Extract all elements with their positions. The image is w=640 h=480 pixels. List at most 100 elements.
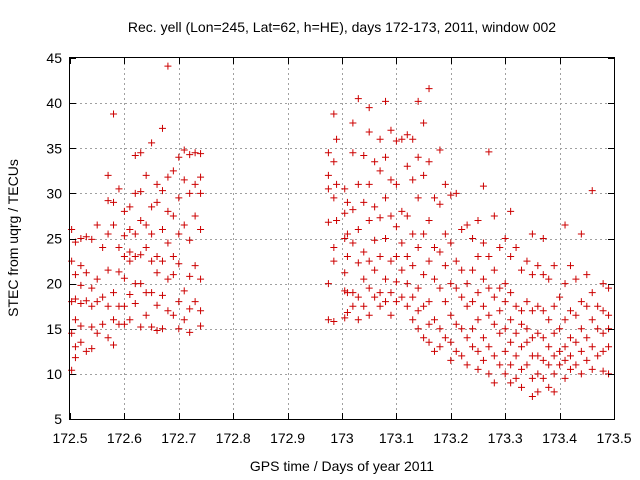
data-point	[153, 253, 161, 261]
y-tick-label: 35	[46, 140, 62, 156]
data-point	[583, 334, 591, 342]
data-point	[545, 275, 553, 283]
data-point	[186, 328, 194, 336]
data-point	[414, 325, 422, 333]
data-point	[120, 253, 128, 261]
data-point	[126, 316, 134, 324]
data-point	[441, 298, 449, 306]
data-point	[561, 316, 569, 324]
data-point	[164, 275, 172, 283]
data-point	[330, 257, 338, 265]
data-point	[539, 307, 547, 315]
data-point	[534, 329, 542, 337]
data-point	[349, 149, 357, 157]
x-tick-label: 173.3	[488, 430, 523, 446]
data-point	[186, 305, 194, 313]
data-point	[572, 311, 580, 319]
data-point	[324, 218, 332, 226]
data-point	[458, 352, 466, 360]
data-point	[360, 248, 368, 256]
data-point	[376, 302, 384, 310]
data-point	[142, 221, 150, 229]
data-point	[599, 347, 607, 355]
data-point	[186, 189, 194, 197]
data-point	[71, 271, 79, 279]
data-point	[550, 329, 558, 337]
data-point	[583, 271, 591, 279]
data-point	[501, 298, 509, 306]
data-point	[588, 316, 596, 324]
data-point	[71, 354, 79, 362]
data-point	[441, 262, 449, 270]
data-point	[333, 180, 341, 188]
data-point	[463, 361, 471, 369]
data-point	[566, 352, 574, 360]
data-point	[180, 146, 188, 154]
data-point	[577, 347, 585, 355]
data-point	[534, 352, 542, 360]
data-point	[469, 298, 477, 306]
y-tick-label: 30	[46, 185, 62, 201]
data-point	[93, 221, 101, 229]
data-point	[577, 298, 585, 306]
data-point	[479, 302, 487, 310]
data-point	[148, 230, 156, 238]
data-point	[577, 325, 585, 333]
data-point	[409, 135, 417, 143]
data-point	[153, 198, 161, 206]
data-point	[104, 302, 112, 310]
data-point	[197, 150, 205, 158]
data-point	[330, 244, 338, 252]
data-point	[115, 244, 123, 252]
data-point	[403, 253, 411, 261]
data-point	[550, 388, 558, 396]
data-point	[414, 153, 422, 161]
data-point	[99, 293, 107, 301]
data-point	[566, 334, 574, 342]
data-point	[594, 302, 602, 310]
data-point	[88, 323, 96, 331]
data-point	[528, 374, 536, 382]
data-point	[180, 316, 188, 324]
data-point	[425, 216, 433, 224]
data-point	[392, 137, 400, 145]
data-point	[126, 248, 134, 256]
data-point	[333, 216, 341, 224]
data-point	[349, 119, 357, 127]
data-point	[403, 212, 411, 220]
data-point	[507, 379, 515, 387]
x-tick-label: 173.1	[379, 430, 414, 446]
data-point	[534, 388, 542, 396]
data-point	[501, 235, 509, 242]
data-point	[463, 221, 471, 229]
data-point	[479, 356, 487, 364]
data-point	[518, 365, 526, 373]
data-point	[169, 271, 177, 279]
data-point	[341, 314, 349, 322]
x-tick-label: 172.9	[270, 430, 305, 446]
data-points	[68, 62, 613, 400]
data-point	[430, 316, 438, 324]
data-point	[180, 176, 188, 184]
data-point	[425, 257, 433, 265]
data-point	[507, 316, 515, 324]
data-point	[104, 171, 112, 179]
data-point	[539, 271, 547, 279]
data-point	[485, 370, 493, 378]
data-point	[387, 311, 395, 319]
data-point	[436, 146, 444, 154]
chart-title: Rec. yell (Lon=245, Lat=62, h=HE), days …	[128, 19, 556, 35]
data-point	[528, 271, 536, 279]
data-point	[550, 352, 558, 360]
data-point	[142, 311, 150, 319]
data-point	[425, 158, 433, 166]
data-point	[197, 173, 205, 181]
data-point	[463, 334, 471, 342]
data-point	[512, 329, 520, 337]
data-point	[572, 338, 580, 346]
data-point	[324, 280, 332, 288]
data-point	[148, 289, 156, 297]
data-point	[539, 334, 547, 342]
data-point	[365, 216, 373, 224]
data-point	[539, 235, 547, 242]
